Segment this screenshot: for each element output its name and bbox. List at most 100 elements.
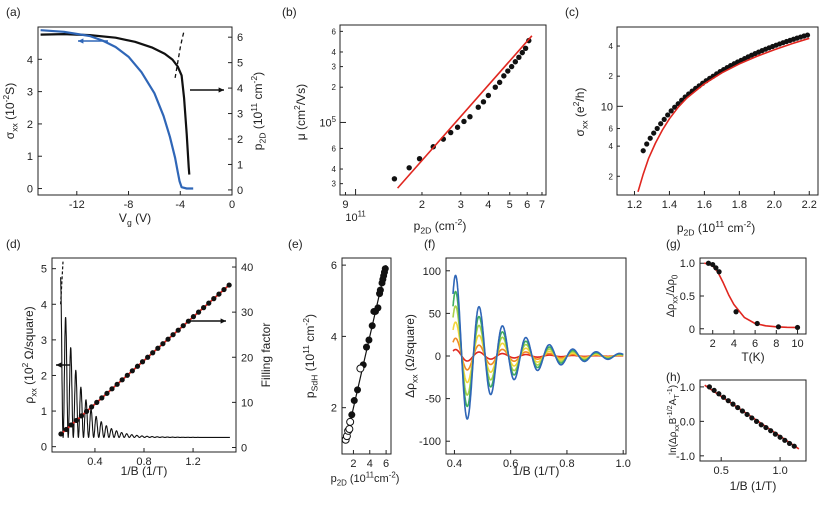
panel-b-point-17 bbox=[512, 59, 519, 65]
panel-d-ytick-left-2-label: 2 bbox=[41, 370, 47, 382]
panel-c-xtick-2-label: 1.6 bbox=[697, 199, 712, 211]
panel-c-point-3 bbox=[651, 130, 657, 136]
panel-b-frame bbox=[339, 24, 547, 196]
panel-b-yminor-4-label: 3 bbox=[332, 63, 337, 72]
panel-f-series-5 bbox=[452, 274, 624, 420]
panel-b-point-11 bbox=[485, 92, 492, 99]
panel-g-ytick-1-label: 0.5 bbox=[680, 291, 695, 303]
panel-h-ytick-2-label: 1.0 bbox=[680, 382, 695, 394]
panel-d-ytick-right-0-label: 0 bbox=[241, 442, 247, 454]
panel-h-xtick-1-label: 1.0 bbox=[772, 465, 787, 477]
panel-d-filling-point-16 bbox=[139, 359, 146, 365]
panel-a-xtick-1-label: -8 bbox=[124, 199, 134, 211]
panel-h-point-2 bbox=[716, 391, 722, 397]
panel-h-xtick-0-label: 0.5 bbox=[714, 465, 729, 477]
panel-b-point-2 bbox=[416, 156, 423, 162]
panel-a-ytick-left-3-label: 3 bbox=[27, 87, 33, 99]
panel-b-point-14 bbox=[501, 73, 507, 79]
panel-c-point-1 bbox=[644, 141, 650, 147]
panel-d-dashed bbox=[60, 261, 64, 305]
panel-a-xtick-3-label: 0 bbox=[229, 199, 235, 211]
panel-h-point-1 bbox=[711, 387, 717, 393]
panel-a-xtick-2-label: -4 bbox=[175, 199, 185, 211]
panel-d-filling-point-22 bbox=[170, 332, 176, 338]
panel-b-point-12 bbox=[492, 84, 498, 90]
panel-b-ylabel: μ (cm2/Vs) bbox=[292, 84, 308, 140]
panel-g-xtick-3-label: 8 bbox=[773, 338, 779, 350]
panel-h-point-5 bbox=[730, 401, 736, 407]
panel-e-open-point-5 bbox=[356, 364, 365, 373]
panel-label-a: (a) bbox=[6, 5, 21, 19]
panel-c-point-7 bbox=[665, 112, 671, 118]
panel-d-filling-point-31 bbox=[216, 291, 222, 297]
panel-c-yminor-4-label: 4 bbox=[609, 42, 614, 51]
panel-f-xtick-0-label: 0.4 bbox=[447, 458, 462, 470]
panel-c-point-5 bbox=[658, 121, 664, 127]
panel-g-xtick-2-label: 6 bbox=[752, 338, 758, 350]
panel-f-xtick-3-label: 1.0 bbox=[616, 458, 631, 470]
panel-e-xtick-1-label: 4 bbox=[367, 458, 373, 470]
panel-b-xminor-5-label: 6 bbox=[524, 199, 530, 211]
panel-g-xtick-4-label: 10 bbox=[791, 338, 803, 350]
panel-e-filled-point-1 bbox=[350, 397, 358, 405]
panel-e-xlabel: p2D (1011cm-2) bbox=[331, 471, 400, 488]
panel-d-ytick-left-5-label: 5 bbox=[41, 264, 47, 276]
panel-e-filled-point-0 bbox=[348, 411, 356, 419]
panel-e-filled-point-2 bbox=[354, 386, 362, 394]
panel-c-point-2 bbox=[647, 135, 653, 141]
panel-h-ytick-1-label: 0.0 bbox=[680, 416, 695, 428]
panel-d-filling-point-13 bbox=[124, 372, 130, 378]
panel-h-point-18 bbox=[791, 443, 797, 449]
panel-b-xminor-4-label: 5 bbox=[507, 199, 513, 211]
panel-b-point-10 bbox=[480, 99, 487, 105]
panel-d-filling-point-25 bbox=[185, 318, 192, 324]
panel-label-h: (h) bbox=[666, 370, 681, 384]
panel-d-filling-point-21 bbox=[165, 336, 171, 342]
panel-d-filling-point-27 bbox=[195, 309, 202, 315]
panel-b-xminor-6-label: 7 bbox=[539, 199, 545, 211]
panel-h-point-11 bbox=[758, 422, 764, 428]
panel-d-ytick-left-1-label: 1 bbox=[41, 406, 47, 418]
panel-b-ymajor-label: 105 bbox=[319, 115, 336, 129]
panel-e-ytick-0-label: 2 bbox=[331, 403, 337, 415]
panel-d-filling-point-29 bbox=[206, 300, 212, 306]
panel-c-yminor-2-label: 6 bbox=[609, 125, 614, 134]
panel-f-ytick-2-label: 0 bbox=[435, 351, 441, 363]
panel-a-ytick-right-6-label: 6 bbox=[237, 32, 243, 44]
panel-d-ytick-left-4-label: 4 bbox=[41, 299, 47, 311]
panel-h-point-7 bbox=[739, 408, 746, 414]
panel-d-ylabel-left: ρxx (102 Ω/square) bbox=[20, 306, 38, 403]
panel-b-xminor-1-label: 2 bbox=[419, 199, 425, 211]
panel-g-point-1 bbox=[710, 261, 716, 268]
panel-b-point-0 bbox=[391, 176, 398, 182]
panel-d-filling-point-23 bbox=[175, 327, 181, 333]
panel-d-filling-point-6 bbox=[89, 404, 95, 410]
panel-d-filling-line bbox=[60, 284, 230, 435]
panel-a-ytick-left-0-label: 0 bbox=[27, 184, 33, 196]
panel-a-xlabel: Vg (V) bbox=[119, 211, 151, 228]
panel-h-point-10 bbox=[753, 418, 760, 424]
panel-d-ytick-right-3-label: 30 bbox=[241, 307, 253, 319]
panel-f-ytick-0-label: -100 bbox=[419, 436, 441, 448]
panel-e-ytick-1-label: 4 bbox=[331, 331, 337, 343]
panel-d-xtick-0-label: 0.4 bbox=[87, 456, 102, 468]
panel-g-xtick-0-label: 2 bbox=[710, 338, 716, 350]
panel-a-xtick-0-label: -12 bbox=[69, 199, 85, 211]
panel-d-filling-point-0 bbox=[58, 431, 64, 437]
panel-b-point-20 bbox=[522, 45, 529, 51]
panel-c-point-8 bbox=[668, 108, 674, 114]
panel-d-filling-point-24 bbox=[180, 323, 186, 329]
panel-e-filled-point-4 bbox=[363, 343, 370, 351]
panel-a-blue-arrow-head bbox=[78, 38, 84, 44]
panel-b-xlabel: p2D (cm-2) bbox=[414, 217, 467, 235]
panel-f-ytick-3-label: 50 bbox=[429, 308, 441, 320]
panel-d-filling-point-14 bbox=[129, 368, 135, 374]
panel-g-ytick-0-label: 0 bbox=[689, 324, 695, 336]
panel-f-xlabel: 1/B (1/T) bbox=[513, 464, 560, 478]
panel-label-b: (b) bbox=[282, 5, 297, 19]
panel-c-xtick-1-label: 1.4 bbox=[662, 199, 677, 211]
panel-h-point-6 bbox=[735, 404, 741, 411]
panel-c-yminor-3-label: 2 bbox=[609, 72, 614, 81]
panel-a-ytick-right-2-label: 2 bbox=[237, 134, 243, 146]
